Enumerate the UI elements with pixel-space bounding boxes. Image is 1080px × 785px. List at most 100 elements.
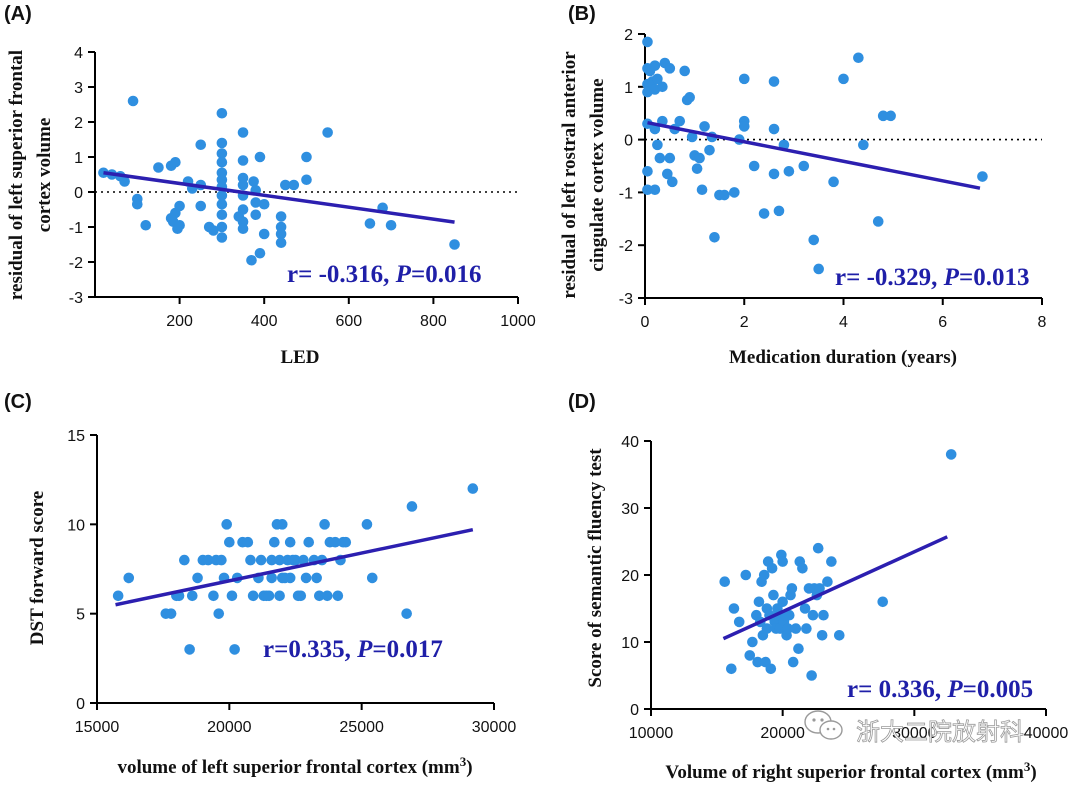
panel-a-point-37 bbox=[237, 127, 249, 138]
panel-c-point-49 bbox=[303, 536, 315, 548]
panel-b-xtick-label-8: 8 bbox=[1038, 314, 1047, 331]
panel-c-point-12 bbox=[208, 590, 219, 602]
panel-a-point-49 bbox=[250, 209, 262, 221]
panel-d-point-4 bbox=[740, 569, 752, 581]
panel-a-p-label: P bbox=[395, 261, 412, 288]
panel-c-point-1 bbox=[123, 572, 135, 584]
panel-a-point-57 bbox=[275, 237, 287, 249]
panel-d-point-21 bbox=[768, 589, 779, 601]
panel-a-point-65 bbox=[385, 219, 397, 231]
panel-b-point-58 bbox=[858, 139, 869, 151]
panel-c-point-19 bbox=[226, 590, 238, 602]
panel-c-point-57 bbox=[329, 536, 341, 548]
panel-c-point-41 bbox=[284, 536, 296, 548]
panel-c-r-value: r=0.335, bbox=[263, 636, 357, 663]
panel-d-xtick-label-40000: 40000 bbox=[1024, 725, 1069, 742]
panel-d-point-47 bbox=[807, 609, 819, 621]
panel-c-point-24 bbox=[245, 554, 256, 566]
panel-b-point-21 bbox=[664, 152, 676, 164]
panel-b-point-55 bbox=[828, 176, 839, 188]
panel-c-point-17 bbox=[221, 519, 232, 530]
panel-c-xtick-label-15000: 15000 bbox=[75, 719, 120, 736]
panel-d-xlabel: Volume of right superior frontal cortex … bbox=[665, 759, 1036, 784]
wechat-logo-icon bbox=[804, 710, 843, 740]
panel-d-point-0 bbox=[719, 576, 731, 587]
panel-d-point-3 bbox=[733, 616, 745, 628]
panel-b-point-19 bbox=[662, 168, 673, 180]
panel-c-point-0 bbox=[112, 590, 124, 602]
panel-d-point-20 bbox=[766, 563, 778, 574]
panel-c-xtick-label-25000: 25000 bbox=[339, 719, 384, 736]
panel-b-point-56 bbox=[838, 73, 849, 85]
panel-c-point-33 bbox=[269, 536, 280, 548]
panel-d-p-value: =0.005 bbox=[963, 676, 1034, 703]
panel-a-point-25 bbox=[216, 137, 228, 149]
panel-a-scatter: (A) residual of left superior frontal co… bbox=[4, 3, 536, 368]
panel-c-point-54 bbox=[319, 519, 330, 530]
panel-a-point-42 bbox=[237, 204, 249, 215]
panel-d-xtick-label-30000: 30000 bbox=[892, 725, 937, 742]
panel-c-point-31 bbox=[266, 572, 277, 584]
panel-b-xtick-label-0: 0 bbox=[641, 314, 650, 331]
panel-d-point-29 bbox=[777, 556, 788, 567]
panel-a-point-56 bbox=[275, 228, 287, 240]
panel-b-xtick-label-6: 6 bbox=[938, 314, 947, 331]
panel-d-r-value: r= 0.336, bbox=[847, 676, 947, 703]
panel-a-xlabel: LED bbox=[280, 347, 319, 368]
panel-a-point-15 bbox=[174, 219, 185, 231]
panel-b-point-25 bbox=[679, 65, 690, 77]
panel-b-point-9 bbox=[649, 60, 661, 71]
panel-b-xlabel: Medication duration (years) bbox=[729, 347, 957, 368]
panel-c-point-47 bbox=[298, 554, 309, 566]
panel-a-point-38 bbox=[237, 155, 249, 166]
panel-c-point-11 bbox=[202, 554, 214, 566]
panel-c-point-7 bbox=[184, 644, 195, 655]
panel-a-point-46 bbox=[248, 176, 259, 187]
panel-a-point-7 bbox=[140, 219, 152, 231]
panel-b-scatter: (B) residual of left rostral anterior ci… bbox=[559, 3, 1047, 368]
panel-c-point-46 bbox=[295, 590, 307, 602]
panel-a-point-10 bbox=[170, 156, 181, 168]
panel-d-point-34 bbox=[782, 623, 794, 634]
panel-b-point-59 bbox=[872, 216, 884, 227]
panel-c-point-20 bbox=[229, 644, 240, 655]
panel-a-point-35 bbox=[216, 232, 228, 243]
panel-d-point-52 bbox=[816, 630, 828, 641]
panel-a-ytick-label-4: 4 bbox=[74, 45, 83, 62]
panel-c-ytick-label-0: 0 bbox=[76, 696, 85, 713]
panel-a-point-59 bbox=[288, 179, 300, 191]
panel-c-xtick-label-20000: 20000 bbox=[207, 719, 252, 736]
panel-a-point-34 bbox=[216, 221, 228, 233]
panel-d-point-42 bbox=[797, 563, 808, 574]
panel-d-point-55 bbox=[826, 556, 837, 567]
panel-c-xlabel-end: ) bbox=[466, 757, 472, 778]
panel-b-ytick-label-neg3: -3 bbox=[619, 291, 633, 308]
panel-b-point-54 bbox=[813, 263, 824, 275]
panel-a-point-32 bbox=[216, 198, 228, 210]
panel-d-point-2 bbox=[728, 603, 740, 614]
panel-c-xlabel: volume of left superior frontal cortex (… bbox=[117, 754, 472, 779]
panel-a-point-40 bbox=[237, 179, 249, 191]
panel-b-correlation-stat: r= -0.329, P=0.013 bbox=[835, 264, 1029, 291]
panel-c-point-37 bbox=[276, 519, 288, 530]
panel-d-axes: 0 10 20 30 40 10000 20000 30000 40000 bbox=[621, 434, 1068, 742]
panel-a-point-44 bbox=[237, 223, 249, 235]
panel-d-xtick-label-10000: 10000 bbox=[629, 725, 674, 742]
panel-d-point-44 bbox=[801, 623, 812, 634]
panel-b-point-62 bbox=[977, 171, 988, 182]
panel-b-point-5 bbox=[642, 165, 653, 177]
panel-a-point-62 bbox=[322, 127, 333, 138]
panel-c-xtick-label-30000: 30000 bbox=[472, 719, 517, 736]
panel-a-xtick-label-600: 600 bbox=[335, 313, 362, 330]
panel-b-r-value: r= -0.329, bbox=[835, 264, 944, 291]
panel-d-point-56 bbox=[833, 630, 845, 641]
panel-a-point-50 bbox=[254, 151, 266, 163]
panel-a-r-value: r= -0.316, bbox=[287, 261, 396, 288]
panel-label-a: (A) bbox=[4, 3, 32, 25]
panel-d-point-46 bbox=[806, 670, 817, 681]
panel-a-point-4 bbox=[127, 95, 139, 107]
panel-a-point-24 bbox=[216, 107, 228, 119]
panel-b-point-53 bbox=[808, 234, 820, 246]
panel-c-point-36 bbox=[274, 590, 285, 602]
